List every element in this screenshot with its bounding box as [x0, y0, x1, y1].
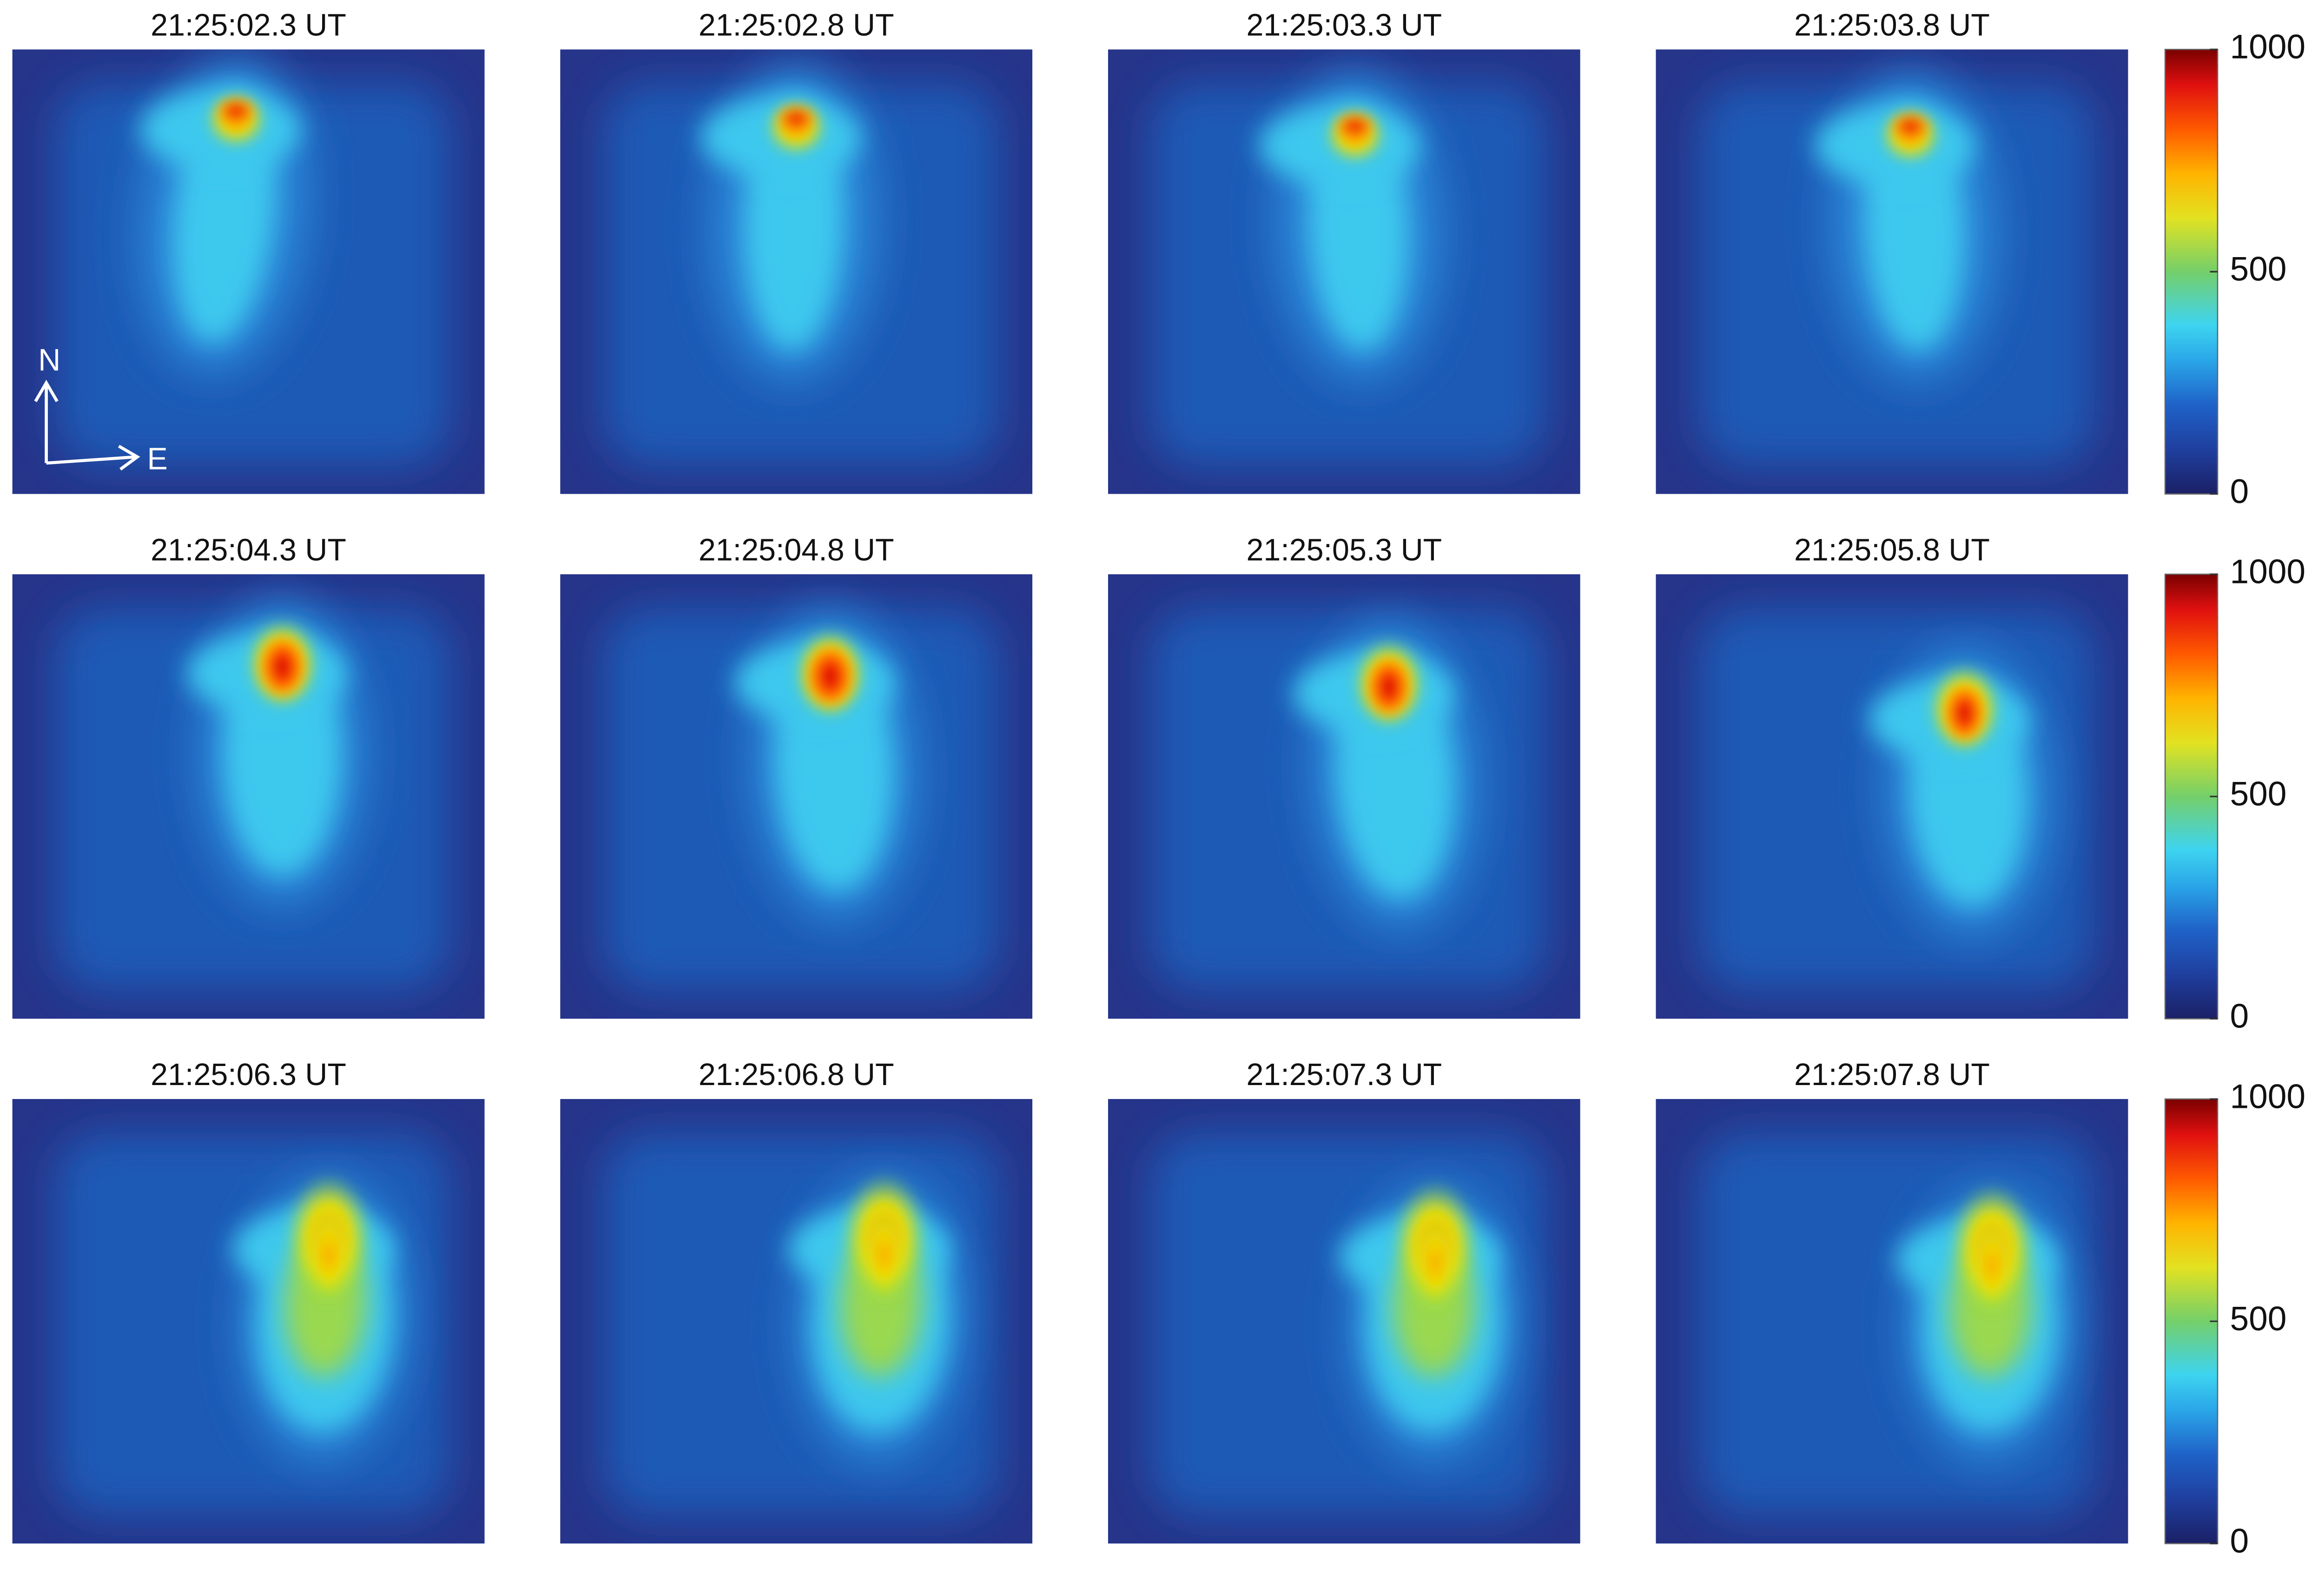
image-panel [560, 1099, 1033, 1544]
glow-peak [1414, 1215, 1457, 1311]
colorbar-scale [2164, 1098, 2218, 1544]
compass-east: E [147, 442, 168, 476]
colorbar-tick-label: 0 [2230, 473, 2249, 510]
glow-peak [216, 97, 257, 125]
panel-title: 21:25:02.8 UT [699, 8, 894, 42]
image-panel [560, 574, 1033, 1019]
panel-title: 21:25:04.8 UT [699, 533, 894, 567]
image-panel [12, 1099, 485, 1544]
compass: NE [34, 343, 168, 476]
colorbar-scale [2164, 48, 2218, 495]
compass-arrows [34, 379, 140, 471]
glow-peak [805, 642, 856, 710]
panel-title: 21:25:05.3 UT [1246, 533, 1442, 567]
colorbar: 05001000Brightness (R) [2164, 28, 2305, 510]
glow-peak [1366, 654, 1412, 720]
colorbar-tick-label: 1000 [2230, 1078, 2305, 1115]
panel-title: 21:25:06.3 UT [151, 1058, 346, 1092]
colorbar-tick-label: 1000 [2230, 553, 2305, 590]
colorbar: 05001000Brightness (R) [2164, 553, 2305, 1035]
image-panel [1108, 49, 1580, 494]
glow-peak [776, 105, 817, 133]
image-panel [560, 49, 1033, 494]
image-panel [1656, 574, 2128, 1019]
colorbar-scale [2164, 573, 2218, 1020]
image-panel [1108, 1099, 1580, 1544]
compass-north: N [38, 343, 60, 377]
panel-title: 21:25:04.3 UT [151, 533, 346, 567]
glow-peak [306, 1206, 351, 1303]
colorbar-tick-label: 0 [2230, 998, 2249, 1035]
colorbar-tick-label: 0 [2230, 1523, 2249, 1560]
image-panel [12, 49, 485, 494]
glow-peak [1334, 113, 1375, 141]
panel-title: 21:25:02.3 UT [151, 8, 346, 42]
colorbar-tick-label: 500 [2230, 1300, 2287, 1338]
colorbar-tick-label: 500 [2230, 251, 2287, 288]
colorbar-tick-label: 1000 [2230, 28, 2305, 66]
glow-peak [1890, 113, 1931, 141]
colorbar: 05001000Brightness (R) [2164, 1078, 2305, 1560]
panel-title: 21:25:03.8 UT [1794, 8, 1990, 42]
image-panel [1108, 574, 1580, 1019]
panel-title: 21:25:07.8 UT [1794, 1058, 1990, 1092]
glow-peak [258, 634, 307, 700]
image-panel [1656, 1099, 2128, 1544]
panel-title: 21:25:07.3 UT [1246, 1058, 1442, 1092]
image-panel [12, 574, 485, 1019]
colorbar-tick-label: 500 [2230, 775, 2287, 813]
glow-peak [1943, 682, 1986, 744]
image-panel [1656, 49, 2128, 494]
panel-title: 21:25:05.8 UT [1794, 533, 1990, 567]
panel-title: 21:25:06.8 UT [699, 1058, 894, 1092]
glow-peak [1971, 1218, 2014, 1313]
glow-peak [863, 1207, 906, 1303]
panel-title: 21:25:03.3 UT [1246, 8, 1442, 42]
